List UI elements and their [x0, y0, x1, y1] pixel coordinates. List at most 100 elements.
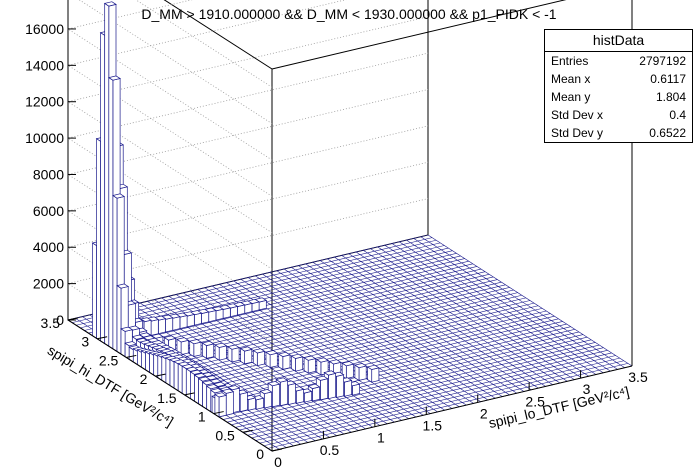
stats-label: Mean x — [551, 72, 591, 86]
floor-line-y — [80, 242, 441, 329]
stats-value: 0.6117 — [650, 72, 686, 86]
bar-face — [193, 312, 202, 326]
x-axis-label: spipi_lo_DTF [GeV²/c⁴] — [487, 383, 631, 431]
bar — [252, 348, 266, 367]
bar-face — [295, 388, 304, 404]
y-tick — [126, 354, 137, 358]
y-tick — [242, 429, 253, 433]
bar-face — [150, 319, 159, 336]
bar-face — [96, 138, 101, 342]
bar-top — [227, 344, 240, 350]
z-tick-label: 2000 — [33, 276, 64, 292]
z-gridline — [66, 89, 429, 306]
bar — [227, 344, 240, 363]
bar-top — [205, 384, 219, 390]
bar-face — [225, 391, 234, 416]
floor-line-y — [165, 297, 526, 384]
bar-face — [157, 354, 163, 381]
bar-face — [193, 341, 202, 357]
stats-value: 0.4 — [669, 108, 686, 122]
bar-top — [328, 359, 342, 365]
bar-top — [116, 283, 130, 289]
floor-line-y — [157, 292, 518, 378]
stats-title: histData — [545, 30, 692, 52]
bar-top — [176, 337, 190, 343]
y-tick — [155, 373, 166, 377]
bar-top — [185, 366, 199, 372]
bar-face — [165, 357, 171, 387]
bar-top — [163, 335, 177, 341]
floor-line-x — [377, 246, 582, 379]
bar-face — [218, 394, 227, 418]
top-front-edge — [271, 0, 567, 70]
bar-face — [179, 315, 188, 330]
bar-top — [189, 369, 203, 375]
bar-face — [177, 362, 183, 395]
x-tick-label: 1 — [377, 430, 385, 446]
bar-top — [366, 364, 380, 370]
bar-top — [275, 377, 289, 383]
bar-face — [263, 391, 272, 409]
bar — [214, 392, 228, 418]
floor-line-x — [327, 258, 532, 391]
stats-row: Mean x 0.6117 — [545, 70, 692, 88]
floor-line-y — [112, 263, 473, 350]
bar-top — [239, 346, 253, 352]
floor-line-x — [298, 265, 503, 397]
bar-face — [120, 328, 126, 358]
bar-face — [194, 374, 199, 405]
bar-face — [239, 392, 248, 413]
bar-top — [213, 381, 227, 387]
bar-face — [256, 350, 265, 367]
floor-line-x — [255, 275, 460, 408]
bar-top — [131, 334, 145, 340]
stats-row: Std Dev x 0.4 — [545, 106, 692, 124]
y-tick — [271, 448, 283, 452]
bar-face — [271, 383, 280, 408]
floor-line-y — [108, 260, 469, 347]
z-gridline — [66, 52, 429, 270]
x-tick-label: 0 — [274, 454, 282, 470]
bar-face — [269, 352, 278, 368]
bar-top — [124, 341, 138, 347]
bar-face — [181, 365, 187, 397]
floor-line-x — [420, 236, 625, 368]
bar-top — [188, 339, 202, 345]
floor-line-x — [276, 270, 481, 402]
bar — [277, 351, 291, 371]
bar-top — [315, 357, 329, 363]
bar-face — [336, 374, 344, 398]
bar-top — [193, 373, 207, 379]
stats-row: Mean y 1.804 — [545, 88, 692, 106]
bar-top — [315, 375, 329, 381]
floor-line-y — [145, 284, 506, 371]
bar-top — [277, 351, 291, 357]
y-tick — [213, 411, 224, 415]
bar-face — [312, 386, 320, 402]
z-tick-label: 12000 — [25, 94, 64, 110]
bar-top — [290, 353, 304, 359]
bar-top — [341, 361, 355, 367]
floor-line-x — [406, 239, 611, 372]
floor-line-y — [149, 287, 510, 373]
bar-face — [165, 317, 174, 333]
stats-row: Entries 2797192 — [545, 52, 692, 70]
floor-line-x — [348, 253, 553, 385]
bar — [354, 363, 368, 382]
bar-face — [186, 313, 195, 328]
y-tick-label: 0 — [256, 446, 264, 462]
floor-line-x — [305, 263, 510, 396]
bar — [201, 340, 215, 360]
floor-line-x — [341, 255, 546, 387]
bar-face — [190, 371, 195, 402]
y-tick-label: 1.5 — [157, 390, 177, 406]
bar — [214, 342, 228, 361]
y-tick-label: 1 — [198, 409, 206, 425]
bar-face — [328, 372, 336, 400]
floor-line-y — [116, 266, 478, 352]
z-gridline — [66, 125, 429, 343]
bar-face — [218, 345, 227, 361]
bar-face — [116, 284, 122, 355]
floor-line-y — [161, 294, 522, 381]
